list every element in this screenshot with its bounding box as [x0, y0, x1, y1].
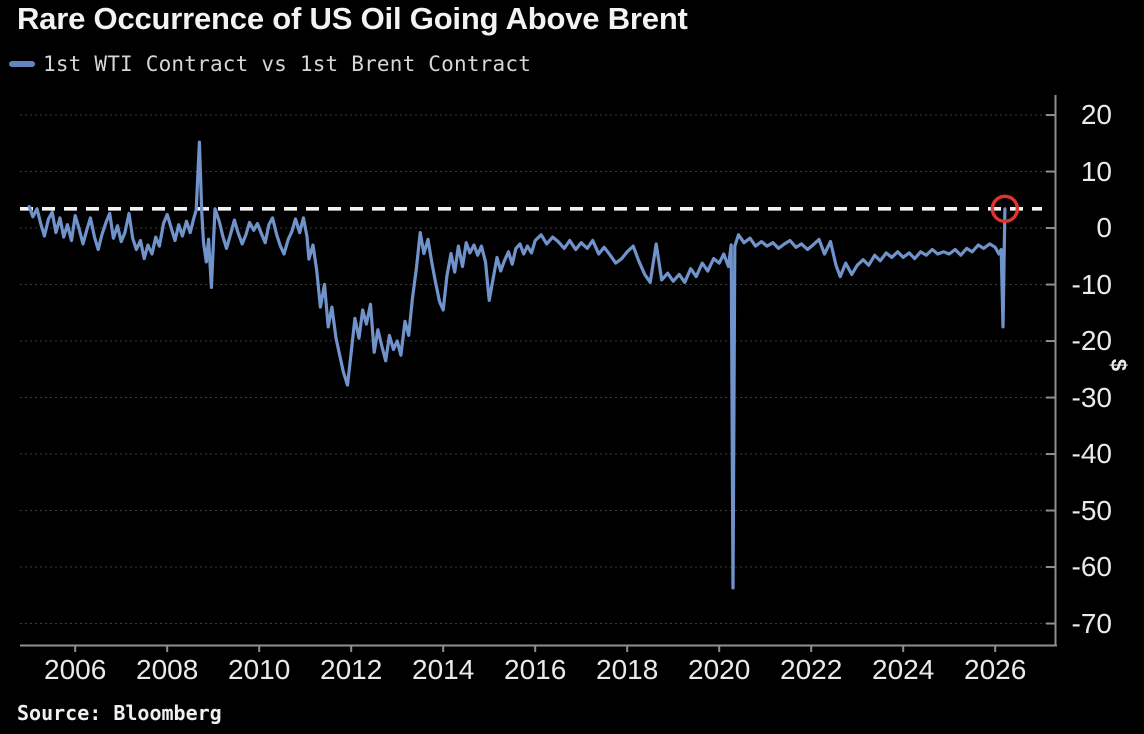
legend-label: 1st WTI Contract vs 1st Brent Contract [43, 52, 532, 76]
legend: 1st WTI Contract vs 1st Brent Contract [9, 52, 531, 76]
y-axis-tick-label: -60 [1071, 551, 1112, 583]
legend-swatch-wti-brent [9, 61, 35, 67]
x-axis-tick-label: 2006 [44, 654, 107, 685]
x-axis-tick-label: 2008 [136, 654, 199, 685]
y-axis-tick-label: -10 [1071, 268, 1112, 300]
y-axis-tick-label: -30 [1071, 381, 1112, 413]
y-axis-tick-label: -50 [1071, 494, 1112, 526]
x-axis-tick-label: 2010 [228, 654, 291, 685]
x-axis-tick-label: 2020 [688, 654, 751, 685]
x-axis-tick-label: 2026 [964, 654, 1027, 685]
y-axis-tick-label: 0 [1096, 212, 1112, 244]
x-axis-tick-label: 2012 [320, 654, 383, 685]
x-axis-tick-label: 2024 [872, 654, 935, 685]
source-text: Source: Bloomberg [17, 701, 222, 725]
x-axis-tick-label: 2016 [504, 654, 567, 685]
dollar-unit-label: $ [1106, 358, 1132, 372]
chart-title: Rare Occurrence of US Oil Going Above Br… [17, 1, 688, 36]
y-axis-tick-label: 10 [1080, 155, 1112, 187]
x-axis-tick-label: 2018 [596, 654, 659, 685]
y-axis-tick-label: -20 [1071, 325, 1112, 357]
x-axis-tick-label: 2014 [412, 654, 475, 685]
y-axis-tick-label: -70 [1071, 607, 1112, 639]
y-axis-tick-label: -40 [1071, 438, 1112, 470]
x-axis-tick-label: 2022 [780, 654, 843, 685]
y-axis-tick-label: 20 [1080, 99, 1112, 131]
wti-brent-spread-line [27, 140, 1007, 590]
last-point-circle [990, 194, 1020, 224]
